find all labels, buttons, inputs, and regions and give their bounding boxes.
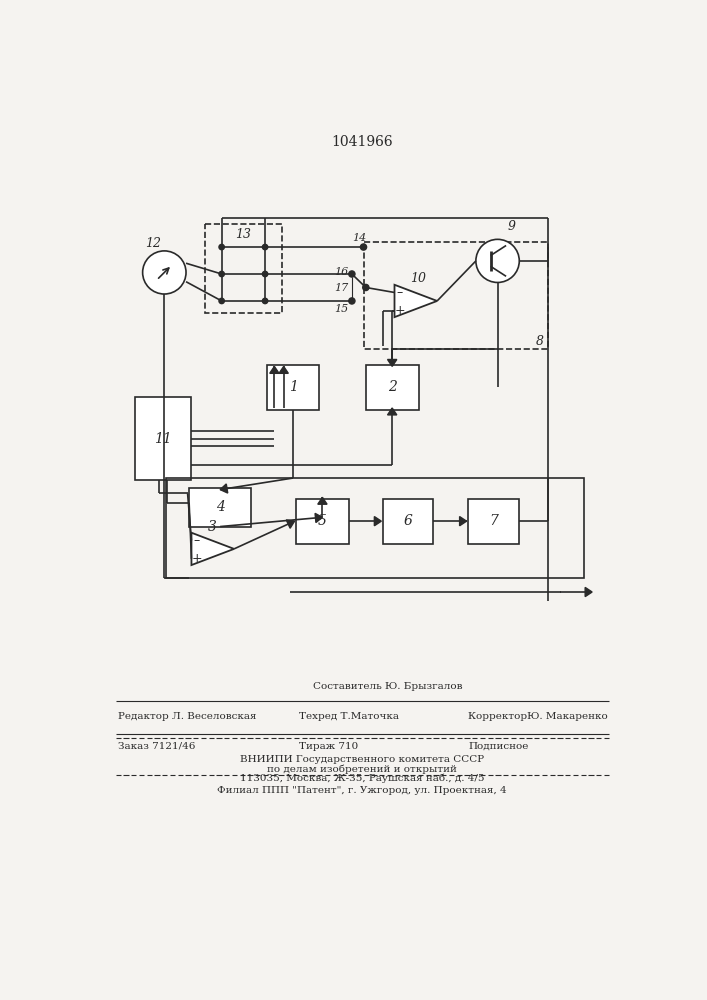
Text: Составитель Ю. Брызгалов: Составитель Ю. Брызгалов xyxy=(313,682,462,691)
Circle shape xyxy=(219,244,224,250)
Circle shape xyxy=(219,298,224,304)
Text: 10: 10 xyxy=(410,272,426,285)
Bar xyxy=(204,224,282,312)
Bar xyxy=(366,365,419,410)
Circle shape xyxy=(476,239,519,282)
Text: по делам изобретений и открытий: по делам изобретений и открытий xyxy=(267,764,457,774)
Bar xyxy=(267,365,320,410)
Circle shape xyxy=(219,271,224,277)
Text: 12: 12 xyxy=(145,237,160,250)
Text: 113035, Москва, Ж-35, Раушская наб., д. 4/5: 113035, Москва, Ж-35, Раушская наб., д. … xyxy=(240,774,484,783)
Text: 1041966: 1041966 xyxy=(331,135,393,149)
Text: Заказ 7121/46: Заказ 7121/46 xyxy=(118,742,195,751)
Text: 17: 17 xyxy=(334,283,348,293)
Polygon shape xyxy=(315,513,322,523)
Text: –: – xyxy=(194,534,200,547)
Text: 15: 15 xyxy=(334,304,348,314)
Circle shape xyxy=(363,284,369,291)
Text: 4: 4 xyxy=(216,500,225,514)
Polygon shape xyxy=(585,587,592,597)
Polygon shape xyxy=(286,520,295,528)
Polygon shape xyxy=(460,517,467,526)
Text: Филиал ППП "Патент", г. Ужгород, ул. Проектная, 4: Филиал ППП "Патент", г. Ужгород, ул. Про… xyxy=(217,786,507,795)
Text: 14: 14 xyxy=(353,233,367,243)
Text: КорректорЮ. Макаренко: КорректорЮ. Макаренко xyxy=(468,712,608,721)
Text: Редактор Л. Веселовская: Редактор Л. Веселовская xyxy=(118,712,257,721)
Polygon shape xyxy=(270,366,279,373)
Polygon shape xyxy=(317,497,327,504)
Polygon shape xyxy=(395,285,437,317)
Circle shape xyxy=(349,271,355,277)
Bar xyxy=(296,499,349,544)
Bar xyxy=(135,397,191,480)
Circle shape xyxy=(349,298,355,304)
Circle shape xyxy=(143,251,186,294)
Text: Техред Т.Маточка: Техред Т.Маточка xyxy=(299,712,399,721)
Text: Тираж 710: Тираж 710 xyxy=(299,742,358,751)
Text: 11: 11 xyxy=(154,432,172,446)
Text: 3: 3 xyxy=(209,520,217,534)
Bar xyxy=(363,242,548,349)
Text: Подписное: Подписное xyxy=(468,742,529,751)
Text: 2: 2 xyxy=(387,380,397,394)
Text: 9: 9 xyxy=(508,220,515,233)
Text: 8: 8 xyxy=(536,335,544,348)
Polygon shape xyxy=(387,408,397,415)
Polygon shape xyxy=(220,484,228,493)
Text: –: – xyxy=(397,286,403,299)
Text: 5: 5 xyxy=(318,514,327,528)
Bar xyxy=(383,499,433,544)
Text: 1: 1 xyxy=(288,380,298,394)
Polygon shape xyxy=(374,517,381,526)
Text: +: + xyxy=(395,304,405,317)
Text: 16: 16 xyxy=(334,267,348,277)
Circle shape xyxy=(262,271,268,277)
Polygon shape xyxy=(279,366,288,373)
Text: ВНИИПИ Государственного комитета СССР: ВНИИПИ Государственного комитета СССР xyxy=(240,755,484,764)
Text: +: + xyxy=(192,552,202,565)
Text: 7: 7 xyxy=(489,514,498,528)
Polygon shape xyxy=(192,533,234,565)
Bar xyxy=(468,499,518,544)
Text: 6: 6 xyxy=(404,514,412,528)
Polygon shape xyxy=(387,359,397,366)
Circle shape xyxy=(262,298,268,304)
Text: 13: 13 xyxy=(235,228,252,241)
Bar xyxy=(166,478,585,578)
Circle shape xyxy=(361,244,367,250)
Circle shape xyxy=(262,244,268,250)
Bar xyxy=(189,488,251,527)
